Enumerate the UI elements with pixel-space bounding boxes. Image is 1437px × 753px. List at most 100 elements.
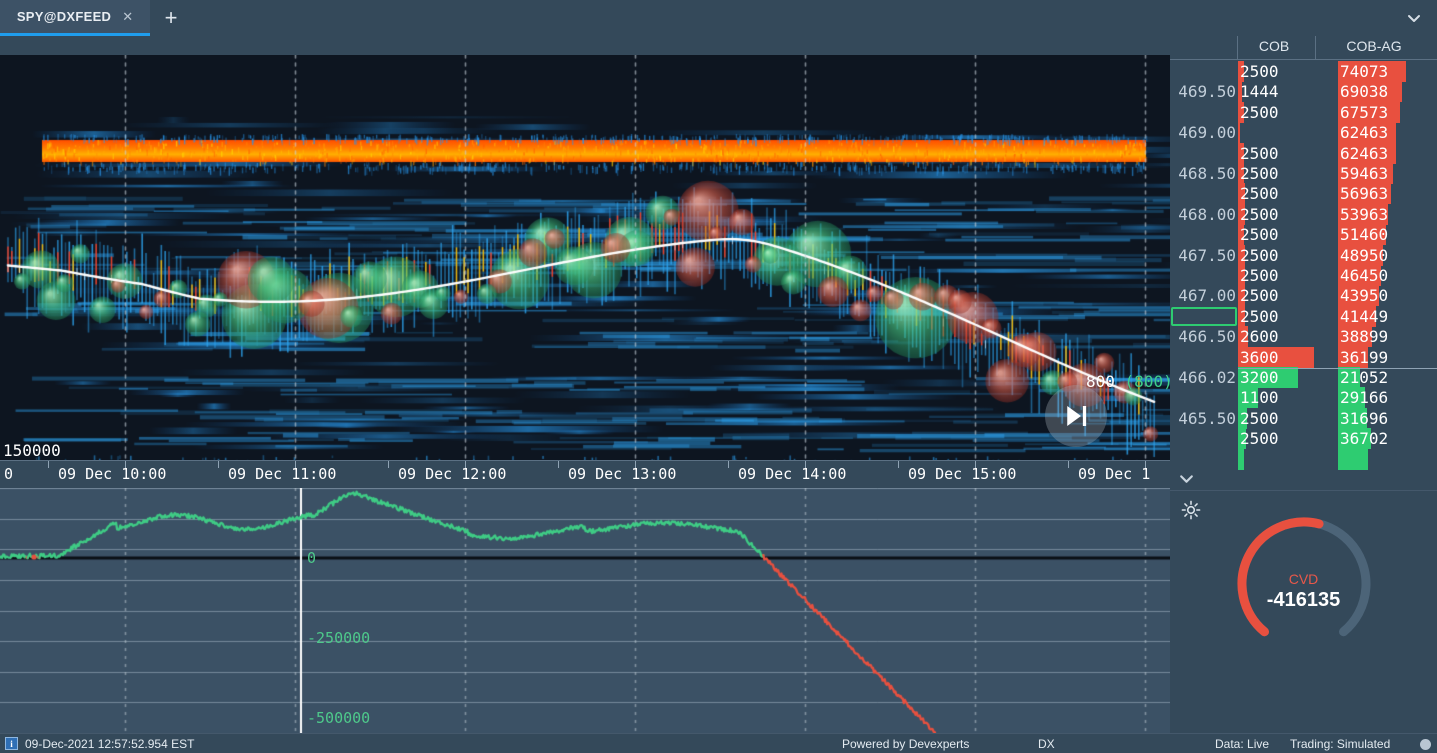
time-axis-tick <box>1145 461 1146 468</box>
cob-bar <box>1238 265 1245 286</box>
ladder-row[interactable]: 2500 41449 <box>1170 305 1437 327</box>
play-to-end-icon[interactable] <box>1045 385 1107 447</box>
ladder-cob-value[interactable]: 1444 <box>1240 82 1279 102</box>
ladder-cob-value[interactable]: 2500 <box>1240 245 1279 265</box>
ladder-row[interactable]: 2500 36702 <box>1170 428 1437 450</box>
cob-ag-bar <box>1338 407 1367 429</box>
ladder-cob-ag-value[interactable]: 36199 <box>1340 347 1389 367</box>
ladder-cob-value[interactable]: 2500 <box>1240 62 1279 81</box>
cob-ag-bar <box>1338 428 1371 450</box>
ladder-row[interactable]: 469.00 62463 <box>1170 122 1437 144</box>
price-chart-canvas[interactable] <box>0 55 1170 475</box>
gauge-value: -416135 <box>1266 589 1341 611</box>
column-header-cob-ag[interactable]: COB-AG <box>1346 38 1402 54</box>
ladder-row[interactable] <box>1170 448 1437 470</box>
ladder-row[interactable]: 1100 29166 <box>1170 387 1437 409</box>
time-axis[interactable]: 0 09 Dec 10:00 09 Dec 11:00 09 Dec 12:00 09 … <box>0 460 1170 488</box>
ladder-cob-ag-value[interactable]: 48950 <box>1340 245 1389 265</box>
ladder-cob-ag-value[interactable]: 62463 <box>1340 123 1389 143</box>
order-book-ladder[interactable]: COB COB-AG 2500 74073 469.50 1444 69038 2500 6… <box>1170 36 1437 476</box>
cob-bar <box>1238 346 1314 368</box>
cob-bar <box>1238 305 1245 327</box>
cvd-subchart[interactable]: 0 -250000 -500000 <box>0 488 1170 733</box>
ladder-row[interactable]: 2500 56963 <box>1170 183 1437 205</box>
cvd-subchart-canvas[interactable] <box>0 488 1170 733</box>
ladder-cob-value[interactable]: 2500 <box>1240 204 1279 224</box>
ladder-cob-ag-value[interactable]: 56963 <box>1340 184 1389 204</box>
ladder-cob-value[interactable]: 2500 <box>1240 266 1279 285</box>
plus-icon[interactable]: + <box>164 5 178 30</box>
time-axis-label: 09 Dec 13:00 <box>568 465 677 483</box>
ladder-cob-ag-value[interactable]: 29166 <box>1340 388 1389 408</box>
ladder-row[interactable]: 2500 74073 <box>1170 61 1437 82</box>
ladder-row[interactable]: 2500 67573 <box>1170 101 1437 123</box>
ladder-cob-ag-value[interactable]: 36702 <box>1340 429 1389 449</box>
ladder-row[interactable]: 466.02 3200 21052 <box>1170 367 1437 388</box>
ladder-row[interactable]: 466.50 2600 38899 <box>1170 326 1437 348</box>
ladder-cob-value[interactable]: 2500 <box>1240 225 1279 245</box>
ladder-row[interactable]: 469.50 1444 69038 <box>1170 81 1437 103</box>
column-header-cob[interactable]: COB <box>1258 38 1290 54</box>
ladder-row[interactable]: 467.00 2500 43950 <box>1170 285 1437 307</box>
time-axis-tick <box>558 461 559 468</box>
tab-spy-dxfeed[interactable]: SPY@DXFEED ✕ <box>0 0 150 36</box>
ladder-price: 466.02 <box>1178 368 1236 387</box>
ladder-cob-value[interactable]: 2500 <box>1240 286 1279 306</box>
gear-icon[interactable] <box>1180 499 1202 521</box>
ladder-rows[interactable]: 2500 74073 469.50 1444 69038 2500 67573 469.00 6… <box>1170 61 1437 476</box>
ladder-header: COB COB-AG <box>1170 36 1437 60</box>
ladder-cob-ag-value[interactable]: 69038 <box>1340 82 1389 102</box>
time-axis-tick <box>465 461 466 468</box>
ladder-cob-ag-value[interactable]: 38899 <box>1340 327 1389 347</box>
time-axis-tick <box>295 461 296 468</box>
ladder-row[interactable]: 2500 51460 <box>1170 224 1437 246</box>
active-order-highlight[interactable] <box>1171 306 1237 326</box>
cob-bar <box>1238 244 1245 266</box>
cob-bar <box>1238 326 1248 348</box>
ladder-cob-ag-value[interactable]: 74073 <box>1340 62 1389 81</box>
cob-ag-bar <box>1338 224 1386 246</box>
ladder-cob-ag-value[interactable]: 62463 <box>1340 143 1389 163</box>
cvd-gauge-panel: CVD -416135 <box>1170 490 1437 735</box>
cob-ag-bar <box>1338 387 1365 409</box>
ladder-cob-value[interactable]: 2500 <box>1240 429 1279 449</box>
tab-bar: SPY@DXFEED ✕ + <box>0 0 1437 36</box>
ladder-price: 465.50 <box>1178 408 1236 428</box>
ladder-cob-value[interactable]: 3200 <box>1240 368 1279 387</box>
ladder-cob-ag-value[interactable]: 41449 <box>1340 306 1389 326</box>
ladder-row[interactable]: 467.50 2500 48950 <box>1170 244 1437 266</box>
ladder-cob-ag-value[interactable]: 67573 <box>1340 102 1389 122</box>
ladder-row[interactable]: 2500 62463 <box>1170 142 1437 164</box>
ladder-cob-value[interactable]: 2500 <box>1240 408 1279 428</box>
ladder-cob-value[interactable]: 2500 <box>1240 102 1279 122</box>
ladder-cob-ag-value[interactable]: 59463 <box>1340 164 1389 183</box>
ladder-cob-ag-value[interactable]: 31696 <box>1340 408 1389 428</box>
ladder-collapse-icon[interactable] <box>1170 466 1437 490</box>
info-icon[interactable]: i <box>5 737 18 750</box>
ladder-cob-value[interactable]: 3600 <box>1240 347 1279 367</box>
price-chart[interactable]: 150000 800 (800) <box>0 55 1170 475</box>
ladder-row[interactable]: 468.00 2500 53963 <box>1170 203 1437 225</box>
ladder-cob-ag-value[interactable]: 46450 <box>1340 266 1389 285</box>
ladder-row[interactable]: 465.50 2500 31696 <box>1170 407 1437 429</box>
ladder-cob-ag-value[interactable]: 53963 <box>1340 204 1389 224</box>
gauge-arc <box>1237 517 1370 637</box>
chevron-down-icon[interactable] <box>1391 0 1437 36</box>
time-axis-label: 09 Dec 10:00 <box>58 465 167 483</box>
ladder-cob-value[interactable]: 2600 <box>1240 327 1279 347</box>
ladder-cob-value[interactable]: 2500 <box>1240 164 1279 183</box>
time-axis-tick <box>728 461 729 468</box>
ladder-row[interactable]: 3600 36199 <box>1170 346 1437 368</box>
ladder-cob-value[interactable]: 2500 <box>1240 306 1279 326</box>
ladder-cob-ag-value[interactable]: 51460 <box>1340 225 1389 245</box>
close-icon[interactable]: ✕ <box>122 9 134 24</box>
ladder-cob-ag-value[interactable]: 43950 <box>1340 286 1389 306</box>
ladder-row[interactable]: 468.50 2500 59463 <box>1170 163 1437 184</box>
ladder-cob-value[interactable]: 1100 <box>1240 388 1279 408</box>
ladder-cob-value[interactable]: 2500 <box>1240 184 1279 204</box>
ladder-cob-ag-value[interactable]: 21052 <box>1340 368 1389 387</box>
ladder-row[interactable]: 2500 46450 <box>1170 265 1437 286</box>
cob-ag-bar <box>1338 61 1406 82</box>
ladder-cob-value[interactable]: 2500 <box>1240 143 1279 163</box>
